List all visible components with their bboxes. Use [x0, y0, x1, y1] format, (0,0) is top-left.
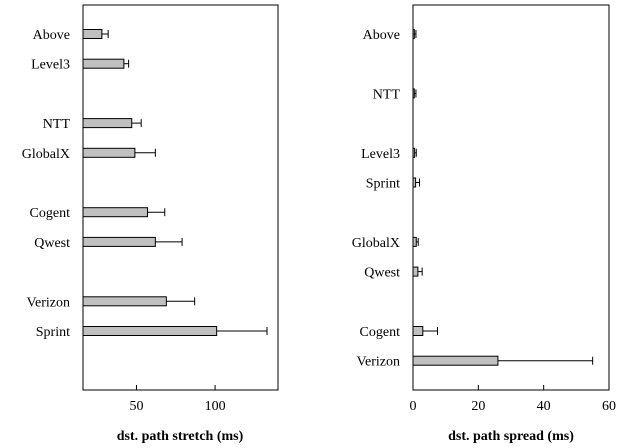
category-label: GlobalX [22, 147, 70, 162]
x-axis-title: dst. path spread (ms) [448, 429, 574, 444]
x-tick-label: 60 [602, 399, 616, 414]
chart-panel-spread: Above NTT Level3 Sprint GlobalX Qwest Cogent Ve… [352, 4, 616, 444]
x-tick-label: 20 [471, 399, 485, 414]
bar [412, 266, 419, 277]
category-label: Qwest [364, 266, 400, 281]
category-label: Level3 [361, 147, 400, 162]
category-label: Cogent [360, 325, 401, 340]
bar [412, 88, 415, 99]
plot-frame [82, 4, 279, 391]
bar [412, 177, 417, 188]
bar [412, 147, 416, 158]
chart-panel-stretch: Above Level3 NTT GlobalX Cogent Qwest Verizon S… [22, 4, 279, 444]
bar [82, 326, 218, 336]
category-label: Sprint [366, 177, 400, 192]
category-label: Qwest [34, 236, 70, 251]
x-axis-title: dst. path stretch (ms) [117, 429, 244, 444]
category-label: Above [363, 28, 400, 43]
bar [412, 355, 499, 366]
x-tick-label: 40 [537, 399, 551, 414]
category-label: Verizon [26, 295, 70, 310]
category-label: Verizon [356, 355, 400, 370]
bar [82, 296, 167, 307]
bar [82, 207, 148, 218]
bar [82, 118, 133, 129]
bar [82, 29, 103, 39]
bar [412, 29, 415, 39]
category-label: NTT [373, 87, 401, 102]
category-label: Level3 [31, 58, 70, 73]
bar [412, 326, 424, 336]
category-label: Cogent [30, 206, 71, 221]
plot-frame [412, 4, 610, 391]
category-label: NTT [43, 117, 71, 132]
x-tick-label: 50 [129, 399, 143, 414]
bar [82, 58, 125, 69]
bar [412, 236, 417, 247]
category-label: Sprint [36, 325, 70, 340]
bar [82, 236, 156, 247]
x-tick-label: 0 [410, 399, 417, 414]
bar [82, 147, 136, 158]
category-label: Above [33, 28, 70, 43]
category-label: GlobalX [352, 236, 400, 251]
x-tick-label: 100 [205, 399, 226, 414]
